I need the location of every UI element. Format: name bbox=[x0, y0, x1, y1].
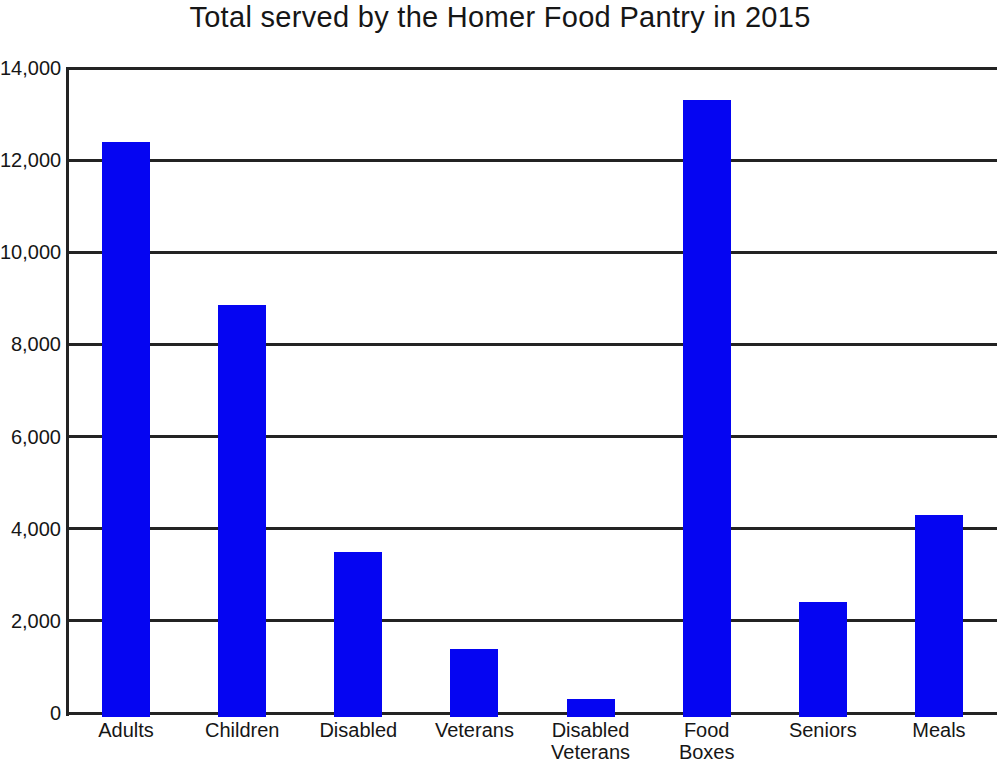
bar-disabled bbox=[334, 552, 382, 717]
gridline-2000 bbox=[68, 619, 997, 622]
gridline-0 bbox=[68, 712, 997, 715]
y-tick-label-2000: 2,000 bbox=[0, 611, 61, 631]
gridline-4000 bbox=[68, 527, 997, 530]
y-tick-label-14000: 14,000 bbox=[0, 58, 61, 78]
bar-chart: Total served by the Homer Food Pantry in… bbox=[0, 0, 1000, 765]
plot-area bbox=[68, 68, 997, 713]
x-tick-label-line: Meals bbox=[869, 719, 1000, 741]
bar-meals bbox=[915, 515, 963, 717]
bar-veterans bbox=[450, 649, 498, 718]
chart-title: Total served by the Homer Food Pantry in… bbox=[0, 1, 1000, 34]
gridline-8000 bbox=[68, 343, 997, 346]
gridline-10000 bbox=[68, 251, 997, 254]
y-tick-label-8000: 8,000 bbox=[0, 334, 61, 354]
bar-adults bbox=[102, 142, 150, 717]
x-tick-label-line: Boxes bbox=[637, 741, 777, 763]
x-tick-label-meals: Meals bbox=[869, 719, 1000, 741]
bar-children bbox=[218, 305, 266, 717]
bar-seniors bbox=[799, 602, 847, 717]
bar-food-boxes bbox=[683, 100, 731, 717]
y-tick-label-4000: 4,000 bbox=[0, 519, 61, 539]
y-tick-label-6000: 6,000 bbox=[0, 427, 61, 447]
gridline-6000 bbox=[68, 435, 997, 438]
y-tick-label-10000: 10,000 bbox=[0, 242, 61, 262]
bar-disabled-veterans bbox=[567, 699, 615, 717]
gridline-12000 bbox=[68, 159, 997, 162]
y-tick-label-12000: 12,000 bbox=[0, 150, 61, 170]
gridline-14000 bbox=[68, 67, 997, 70]
y-tick-label-0: 0 bbox=[0, 703, 61, 723]
